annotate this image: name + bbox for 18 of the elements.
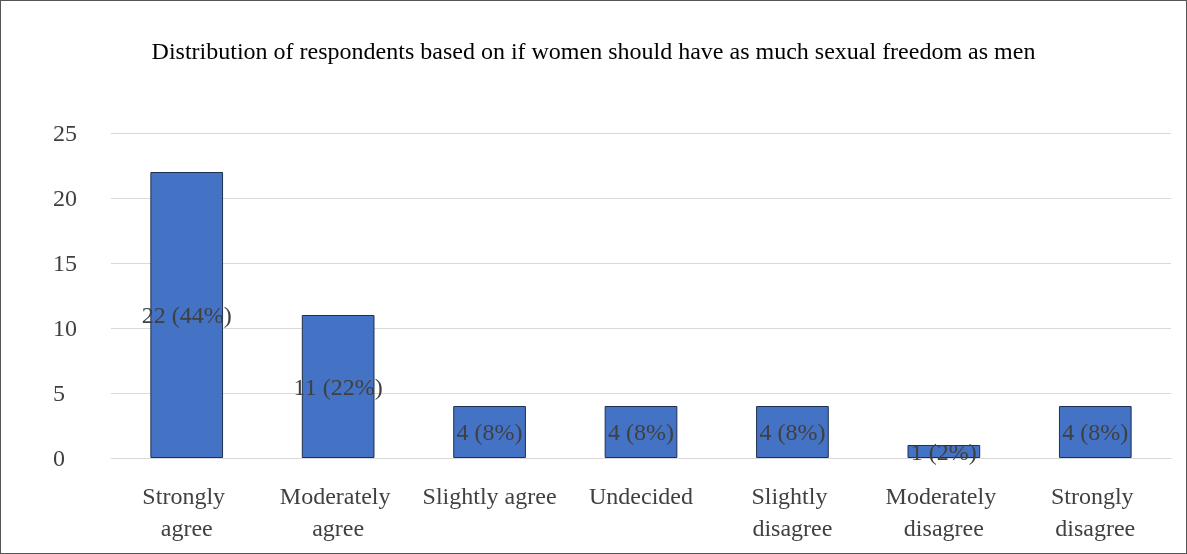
- x-tick-label: Moderately disagree: [885, 483, 1003, 541]
- y-tick-label: 0: [53, 445, 65, 471]
- y-tick-label: 25: [53, 120, 77, 146]
- data-label: 4 (8%): [608, 419, 674, 445]
- y-tick-label: 5: [53, 380, 65, 406]
- x-tick-label: Undecided: [589, 483, 693, 509]
- data-label: 4 (8%): [456, 419, 523, 445]
- x-tick-label: Slightly disagree: [751, 483, 834, 541]
- data-label: 4 (8%): [1062, 419, 1129, 445]
- chart-title: Distribution of respondents based on if women should have as much sexual freedom as men: [151, 38, 1036, 64]
- x-tick-label: Strongly disagree: [1050, 483, 1140, 541]
- data-label: 4 (8%): [759, 419, 826, 445]
- y-tick-label: 15: [53, 250, 77, 276]
- x-tick-label: Slightly agree: [422, 483, 557, 509]
- y-tick-label: 20: [53, 185, 77, 211]
- y-tick-label: 10: [53, 315, 77, 341]
- x-tick-label: Strongly agree: [142, 483, 232, 541]
- x-tick-label: Moderately agree: [279, 483, 397, 541]
